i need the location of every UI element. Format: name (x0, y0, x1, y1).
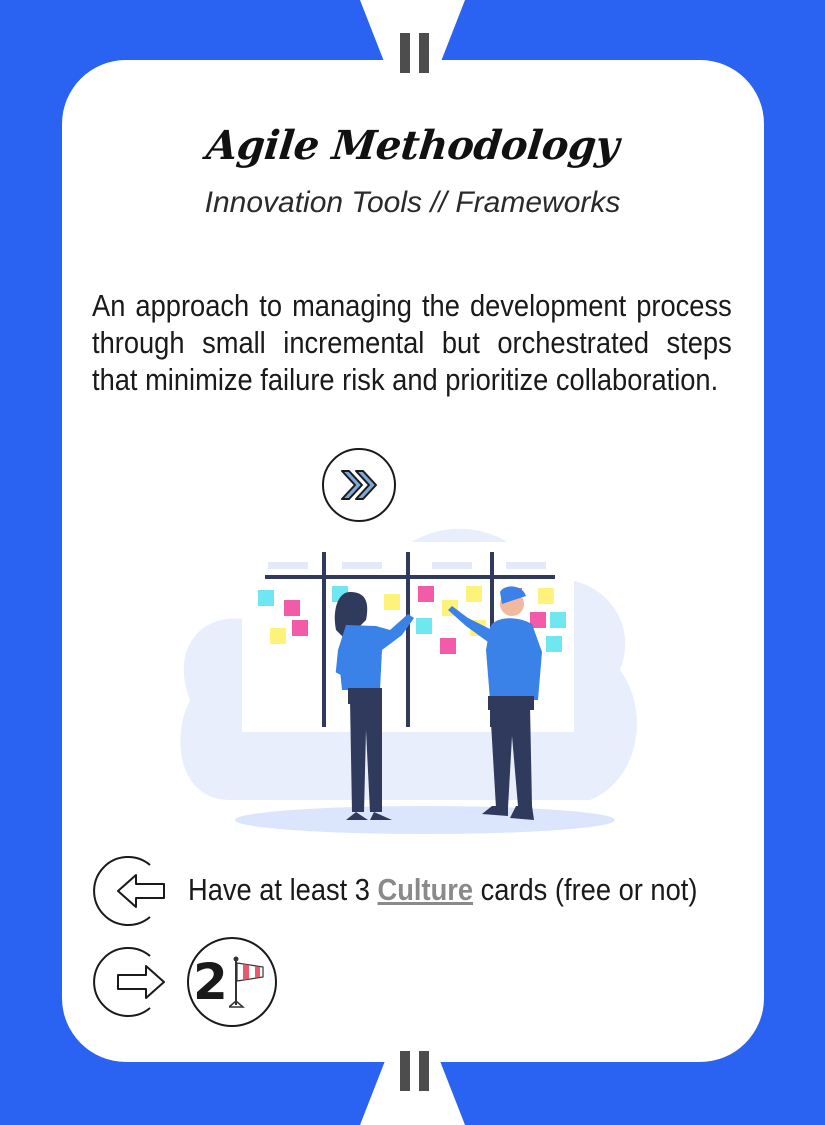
top-notch (360, 0, 465, 64)
card-subtitle: Innovation Tools // Frameworks (204, 186, 621, 219)
top-pause-icon (400, 33, 429, 73)
bottom-pause-icon (400, 1051, 429, 1091)
requirement-text: Have at least 3 Culture cards (free or n… (188, 872, 697, 908)
card-title: Agile Methodology (204, 122, 621, 169)
windsock-icon (229, 956, 264, 1008)
culture-keyword-link[interactable]: Culture (377, 872, 474, 907)
gain-arrow-right-icon (93, 947, 165, 1017)
requirement-arrow-left-icon (93, 856, 165, 926)
bottom-notch (360, 1061, 465, 1125)
requirement-suffix: cards (free or not) (473, 872, 698, 907)
card-description: An approach to managing the development … (92, 288, 732, 397)
requirement-prefix: Have at least 3 (188, 872, 378, 907)
agile-board-illustration (180, 528, 637, 834)
double-chevron-right-icon (322, 448, 396, 522)
reward-value: 2 (193, 953, 228, 1011)
reward-badge: 2 (187, 937, 277, 1027)
